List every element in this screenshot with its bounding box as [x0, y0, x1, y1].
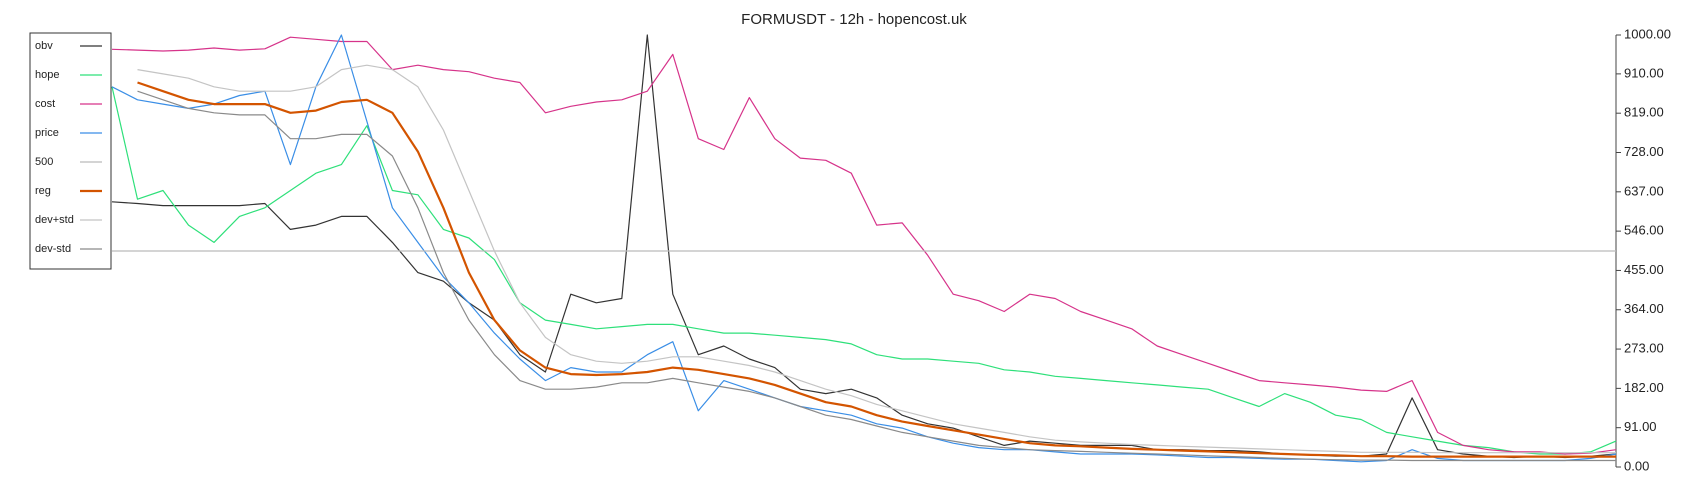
- y-tick-label: 364.00: [1624, 301, 1664, 316]
- y-tick-label: 910.00: [1624, 65, 1664, 80]
- series-line: [137, 64, 1616, 454]
- series-line: [137, 81, 1616, 458]
- series-line: [111, 34, 1617, 463]
- y-tick-label: 546.00: [1624, 223, 1664, 238]
- y-tick-label: 91.00: [1624, 419, 1657, 434]
- series-line: [111, 36, 1617, 455]
- y-tick-label: 182.00: [1624, 380, 1664, 395]
- y-tick-label: 273.00: [1624, 341, 1664, 356]
- legend-label: price: [35, 127, 59, 139]
- y-tick-label: 0.00: [1624, 458, 1649, 473]
- legend-label: dev+std: [35, 214, 74, 226]
- y-tick-label: 1000.00: [1624, 26, 1671, 41]
- y-tick-label: 728.00: [1624, 144, 1664, 159]
- legend-box: [29, 32, 112, 270]
- series-line: [137, 90, 1616, 462]
- legend-label: cost: [35, 98, 55, 110]
- series-line: [111, 34, 1617, 459]
- chart-title: FORMUSDT - 12h - hopencost.uk: [741, 11, 967, 28]
- series-line: [111, 86, 1617, 455]
- legend-label: obv: [35, 40, 53, 52]
- y-tick-label: 819.00: [1624, 105, 1664, 120]
- y-tick-label: 455.00: [1624, 262, 1664, 277]
- legend-label: reg: [35, 185, 51, 197]
- legend-label: dev-std: [35, 243, 71, 255]
- y-tick-label: 637.00: [1624, 183, 1664, 198]
- legend-label: 500: [35, 156, 53, 168]
- legend-label: hope: [35, 69, 59, 81]
